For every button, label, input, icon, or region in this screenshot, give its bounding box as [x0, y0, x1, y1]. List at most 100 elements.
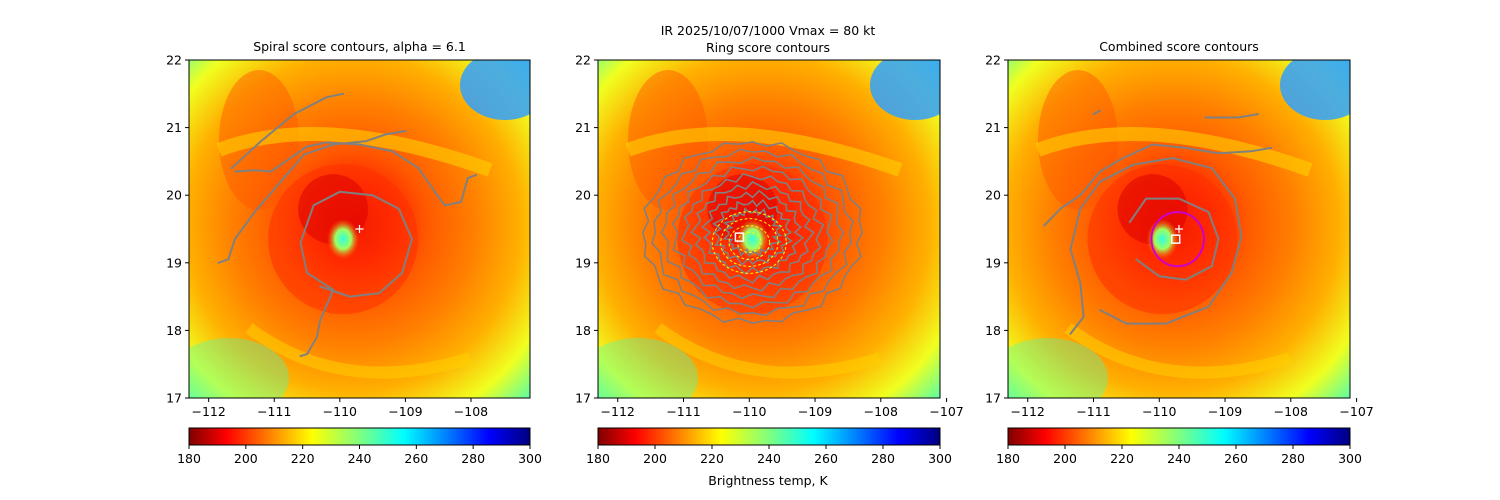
cross-marker	[1175, 225, 1183, 233]
x-tick-label: −111	[257, 404, 291, 419]
cold-patch	[1280, 60, 1350, 120]
ring-contour	[641, 140, 864, 324]
colorbar-gradient	[1007, 427, 1351, 446]
ring-contour	[671, 165, 834, 300]
y-tick-label: 22	[985, 53, 1001, 68]
y-tick-label: 18	[575, 323, 591, 338]
y-tick-label: 20	[166, 188, 182, 203]
y-tick-label: 22	[166, 53, 182, 68]
combined-contour	[1204, 113, 1259, 119]
x-tick-label: −109	[1208, 404, 1242, 419]
panel-title: Combined score contours	[1099, 39, 1259, 54]
suptitle-subtitle: Ring score contours	[706, 40, 830, 55]
colorbar-3: 180 200 220 240 260 280 300	[996, 427, 1362, 466]
spiral-contour	[299, 288, 335, 358]
colorbar-tick-label: 180	[586, 451, 610, 466]
x-tick-label: −107	[1339, 404, 1373, 419]
combined-contour	[1069, 156, 1243, 335]
colorbar-2: 180 200 220 240 260 280 300	[586, 427, 952, 466]
colorbar-tick-label: 300	[1338, 451, 1362, 466]
panel-1: Spiral score contours, alpha = 6.1 −112 −1…	[166, 39, 531, 419]
x-tick-label: −112	[601, 404, 635, 419]
colorbar-tick-label: 180	[177, 451, 201, 466]
spiral-contour	[217, 130, 407, 264]
ring-contour	[660, 156, 845, 309]
eye	[736, 219, 769, 260]
eye-circle	[1150, 211, 1205, 268]
y-tick-label: 21	[166, 120, 182, 135]
combined-contour	[1043, 143, 1273, 227]
colorbar-tick-label: 200	[643, 451, 667, 466]
x-tick-label: −110	[1142, 404, 1176, 419]
y-tick-label: 18	[985, 323, 1001, 338]
colorbar-tick-label: 300	[928, 451, 952, 466]
colorbar-1: 180 200 220 240 260 280 300	[177, 427, 542, 466]
colorbar-tick-label: 200	[234, 451, 258, 466]
colorbars: 180 200 220 240 260 280 300 180 200 220 240 260 280 3…	[177, 427, 1362, 466]
eye	[1146, 219, 1179, 260]
contours	[1043, 109, 1273, 335]
square-marker	[734, 232, 745, 242]
combined-contour	[1092, 109, 1102, 116]
y-tick-label: 19	[166, 255, 182, 270]
cold-patch	[460, 60, 530, 120]
cold-patch	[870, 60, 940, 120]
x-tick-label: −111	[1076, 404, 1110, 419]
square-marker	[1170, 234, 1181, 244]
panel-3: Combined score contours −112 −111 −110 −109 −…	[985, 39, 1374, 419]
ring-contour	[712, 199, 794, 266]
y-tick-label: 17	[166, 391, 182, 406]
x-tick-label: −109	[798, 404, 832, 419]
colorbar-tick-label: 240	[348, 451, 372, 466]
spiral-contour	[230, 92, 345, 170]
ir-image	[1008, 60, 1350, 398]
x-tick-label: −111	[666, 404, 700, 419]
colorbar-tick-label: 200	[1053, 451, 1077, 466]
spiral-contour	[233, 141, 478, 207]
y-tick-label: 20	[575, 188, 591, 203]
cold-patch	[1008, 338, 1108, 398]
cross-marker	[355, 225, 364, 233]
contours	[217, 92, 478, 358]
axes-frame	[1007, 59, 1351, 399]
x-tick-label: −112	[192, 404, 226, 419]
y-tick-label: 19	[985, 255, 1001, 270]
colorbar-tick-label: 180	[996, 451, 1020, 466]
x-tick-label: −107	[929, 404, 963, 419]
colorbar-tick-label: 280	[1281, 451, 1305, 466]
y-tick-label: 21	[985, 120, 1001, 135]
colorbar-tick-label: 220	[291, 451, 315, 466]
ring-contour	[680, 172, 825, 292]
y-tick-label: 22	[575, 53, 591, 68]
y-tick-label: 21	[575, 120, 591, 135]
x-tick-label: −109	[388, 404, 422, 419]
panel-title: Spiral score contours, alpha = 6.1	[253, 39, 466, 54]
axes-frame	[597, 59, 941, 399]
rainband	[654, 323, 882, 379]
colorbar-tick-label: 260	[1224, 451, 1248, 466]
colorbar-gradient	[188, 427, 531, 446]
ring-contour	[651, 148, 854, 317]
contours	[641, 140, 864, 324]
rainband	[1064, 323, 1292, 379]
eye	[327, 219, 360, 260]
y-tick-label: 19	[575, 255, 591, 270]
x-tick-label: −110	[323, 404, 357, 419]
x-tick-label: −112	[1011, 404, 1045, 419]
ring-contour	[711, 210, 787, 275]
y-tick-label: 20	[985, 188, 1001, 203]
colorbar-tick-label: 280	[461, 451, 485, 466]
ring-contour	[736, 231, 762, 254]
y-tick-label: 18	[166, 323, 182, 338]
suptitle: IR 2025/10/07/1000 Vmax = 80 kt	[661, 23, 876, 38]
rainband	[216, 127, 493, 177]
colorbar-tick-label: 260	[814, 451, 838, 466]
colorbar-tick-label: 220	[1110, 451, 1134, 466]
spiral-contour	[299, 190, 414, 298]
cold-patch	[598, 338, 698, 398]
rainband	[245, 323, 472, 379]
colorbar-gradient	[597, 427, 941, 446]
ir-image	[598, 60, 940, 398]
x-tick-label: −108	[864, 404, 898, 419]
